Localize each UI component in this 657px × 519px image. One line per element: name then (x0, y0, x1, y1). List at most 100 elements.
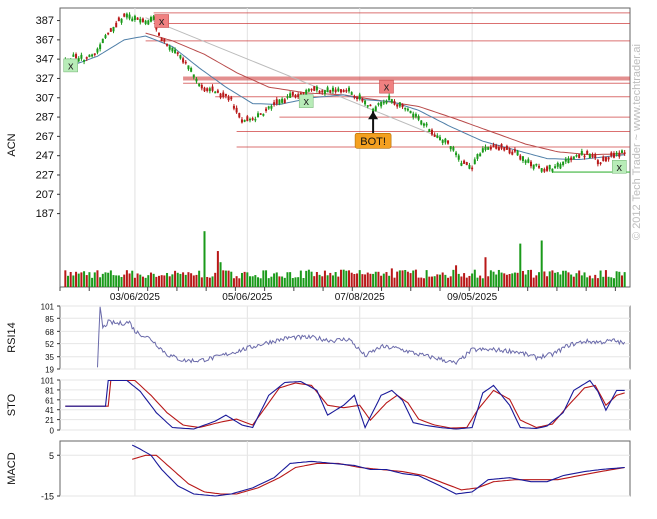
candle-body (144, 20, 147, 24)
candle-body (594, 154, 597, 159)
candle-body (171, 47, 174, 52)
candle-body (289, 93, 292, 98)
volume-bar (604, 270, 607, 287)
volume-bar (623, 272, 626, 287)
volume-bar (586, 277, 589, 287)
volume-bar (302, 277, 305, 287)
price-tick-label: 247 (36, 150, 54, 162)
volume-bar (67, 275, 70, 287)
candle-body (519, 155, 522, 160)
candle-body (147, 20, 150, 25)
candle-body (564, 159, 567, 162)
candle-body (358, 94, 361, 100)
volume-bar (187, 272, 190, 287)
candle-body (495, 145, 498, 149)
volume-bar (471, 273, 474, 287)
volume-bar (235, 276, 238, 287)
candle-body (75, 54, 78, 59)
candle-body (99, 44, 102, 50)
candle-body (615, 152, 618, 155)
volume-bar (112, 275, 115, 287)
candle-body (602, 156, 605, 161)
volume-bar (141, 276, 144, 287)
volume-bar (358, 270, 361, 287)
volume-bar (195, 274, 198, 287)
candle-body (481, 148, 484, 153)
candle-body (259, 113, 262, 115)
candle-body (136, 17, 139, 20)
volume-bar (238, 278, 241, 287)
candle-body (479, 153, 482, 157)
volume-bar (572, 276, 575, 287)
sell-marker (154, 14, 169, 28)
candle-body (323, 90, 326, 94)
candle-body (125, 13, 128, 18)
volume-bar (77, 273, 80, 287)
candle-body (254, 118, 257, 121)
volume-bar (420, 277, 423, 287)
sell-marker-label: x (384, 82, 390, 94)
volume-bar (529, 269, 532, 287)
candle-body (441, 140, 444, 143)
volume-bar (83, 271, 86, 287)
candle-body (372, 108, 375, 113)
volume-bar (104, 272, 107, 287)
candle-body (393, 101, 396, 105)
candle-body (548, 165, 551, 170)
volume-bar (511, 273, 514, 287)
candle-body (516, 150, 519, 156)
volume-bar (72, 275, 75, 287)
volume-bar (219, 262, 222, 287)
candle-body (93, 53, 96, 56)
volume-bar (350, 272, 353, 287)
sto-tick-label: 41 (45, 406, 54, 415)
volume-bar (208, 277, 211, 287)
volume-bar (439, 274, 442, 287)
candle-body (527, 159, 530, 163)
volume-bar (182, 272, 185, 287)
volume-bar (602, 276, 605, 287)
candle-body (377, 103, 380, 105)
candle-body (364, 100, 367, 105)
volume-bar (160, 275, 163, 287)
sto-tick-label: 0 (50, 427, 55, 436)
volume-bar (417, 277, 420, 287)
candle-body (538, 165, 541, 168)
candle-body (620, 150, 623, 153)
candle-body (72, 54, 75, 57)
candle-body (497, 147, 500, 151)
rsi-tick-label: 52 (45, 340, 54, 349)
candle-body (265, 108, 268, 111)
buy-marker-label: x (617, 162, 623, 174)
candle-body (500, 144, 503, 149)
watermark-text: © 2012 Tech Trader ~ www.techtrader.ai (631, 44, 643, 240)
candle-body (216, 90, 219, 93)
volume-bar (342, 269, 345, 287)
volume-bar (334, 272, 337, 287)
candle-body (521, 156, 524, 162)
candle-body (283, 99, 286, 104)
candle-body (583, 155, 586, 158)
volume-bar (610, 277, 613, 287)
candle-body (396, 104, 399, 107)
candle-body (439, 137, 442, 141)
candle-body (556, 162, 559, 167)
volume-bar (390, 268, 393, 287)
candle-body (155, 26, 158, 30)
volume-bar (588, 275, 591, 287)
volume-bar (152, 273, 155, 287)
candle-body (503, 147, 506, 151)
sto-panel-frame (59, 379, 631, 431)
candle-body (334, 89, 337, 93)
volume-bar (158, 275, 161, 287)
volume-bar (96, 270, 99, 287)
candle-body (158, 33, 161, 36)
macd-tick-label: -15 (41, 492, 54, 502)
candle-body (251, 118, 254, 120)
rsi-tick-label: 19 (45, 366, 54, 375)
buy-signal-badge (354, 132, 392, 149)
candle-body (257, 113, 260, 118)
candle-body (487, 147, 490, 150)
candle-body (476, 154, 479, 159)
volume-bar (353, 274, 356, 287)
